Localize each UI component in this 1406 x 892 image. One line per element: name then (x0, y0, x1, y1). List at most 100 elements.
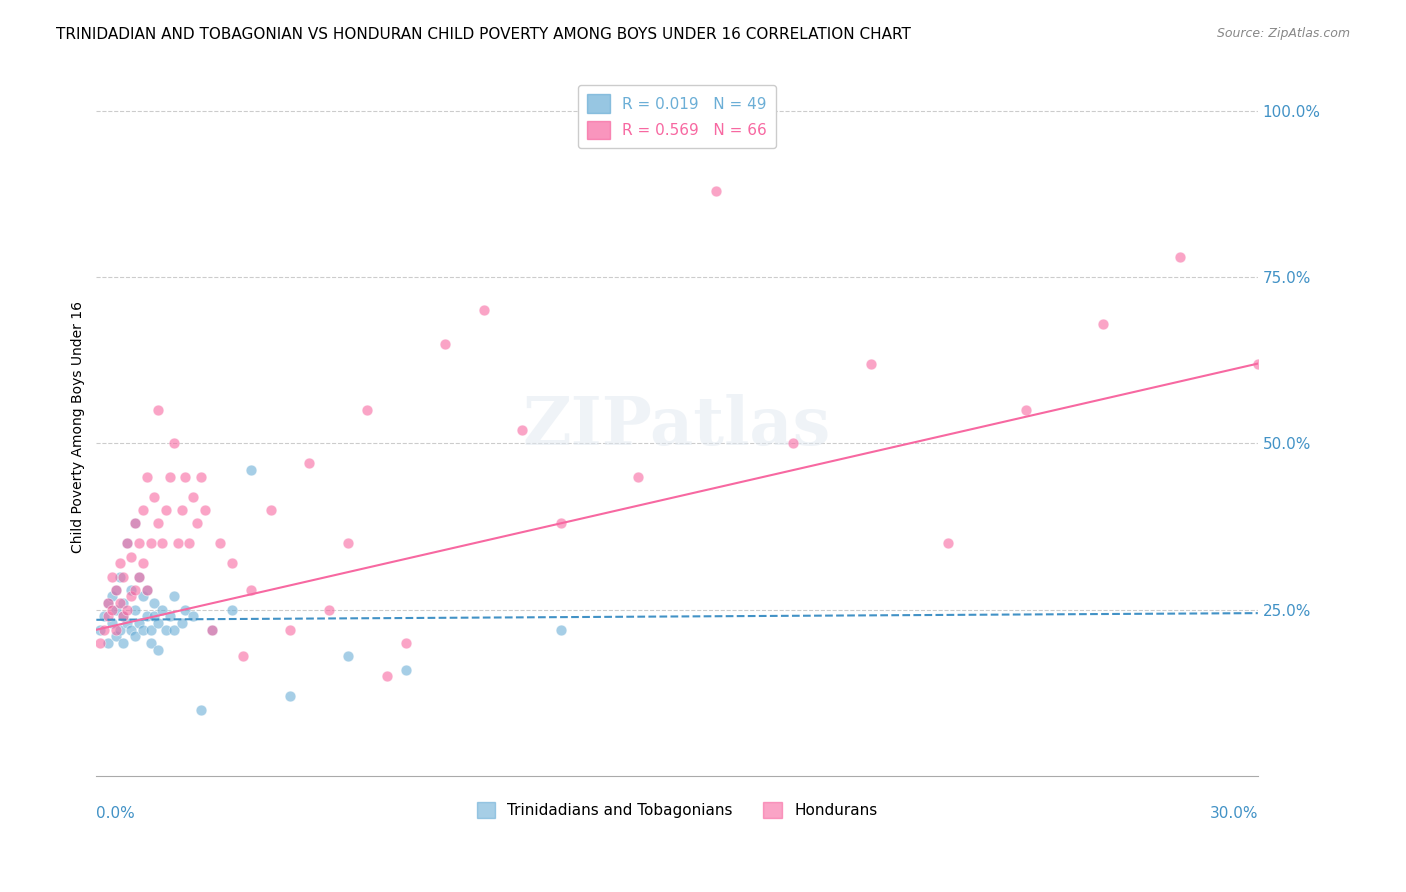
Point (190, 703, 212, 717)
Point (163, 590, 186, 604)
Point (135, 582, 157, 597)
Point (143, 609, 166, 624)
Point (139, 623, 162, 637)
Point (139, 536, 162, 550)
Point (97, 596, 120, 610)
Point (179, 536, 201, 550)
Point (101, 603, 124, 617)
Point (278, 690, 301, 704)
Point (124, 582, 146, 597)
Point (128, 616, 150, 631)
Point (135, 582, 157, 597)
Point (108, 623, 131, 637)
Point (117, 603, 139, 617)
Point (550, 516, 572, 531)
Point (148, 516, 170, 531)
Point (143, 596, 166, 610)
Point (337, 649, 360, 664)
Point (148, 403, 170, 417)
Point (132, 623, 155, 637)
Point (128, 536, 150, 550)
Point (155, 503, 177, 517)
Point (112, 569, 135, 583)
Point (104, 582, 127, 597)
Point (132, 556, 155, 570)
Point (1091, 317, 1114, 331)
Point (936, 536, 959, 550)
Point (298, 457, 321, 471)
Point (1014, 403, 1036, 417)
Point (627, 469, 650, 483)
Point (318, 603, 340, 617)
Point (101, 569, 124, 583)
Point (395, 636, 418, 650)
Point (181, 609, 204, 624)
Point (112, 609, 135, 624)
Point (135, 469, 157, 483)
Point (117, 536, 139, 550)
Point (337, 536, 360, 550)
Point (148, 616, 170, 631)
Point (108, 596, 131, 610)
Text: Source: ZipAtlas.com: Source: ZipAtlas.com (1216, 27, 1350, 40)
Point (170, 503, 193, 517)
Point (356, 403, 378, 417)
Text: ZIPatlas: ZIPatlas (523, 394, 831, 459)
Y-axis label: Child Poverty Among Boys Under 16: Child Poverty Among Boys Under 16 (72, 301, 86, 553)
Point (93, 609, 115, 624)
Point (97, 636, 120, 650)
Point (232, 649, 254, 664)
Point (89, 623, 111, 637)
Point (170, 616, 193, 631)
Point (120, 582, 142, 597)
Point (120, 623, 142, 637)
Point (104, 629, 127, 643)
Point (240, 582, 263, 597)
Point (190, 469, 212, 483)
Point (143, 490, 166, 504)
Point (163, 623, 186, 637)
Point (1247, 357, 1270, 371)
Point (124, 629, 146, 643)
Point (159, 469, 181, 483)
Point (150, 603, 173, 617)
Point (128, 569, 150, 583)
Point (101, 590, 124, 604)
Point (472, 303, 495, 318)
Point (124, 516, 146, 531)
Point (117, 536, 139, 550)
Point (135, 609, 157, 624)
Point (155, 623, 177, 637)
Point (124, 603, 146, 617)
Point (221, 603, 243, 617)
Point (132, 503, 155, 517)
Point (181, 490, 204, 504)
Point (108, 569, 131, 583)
Point (1170, 250, 1192, 264)
Point (782, 436, 804, 450)
Point (132, 590, 155, 604)
Point (201, 623, 224, 637)
Point (89, 636, 111, 650)
Point (150, 536, 173, 550)
Point (108, 556, 131, 570)
Point (159, 609, 181, 624)
Point (859, 357, 882, 371)
Point (510, 423, 533, 437)
Point (375, 669, 398, 683)
Point (163, 436, 186, 450)
Point (120, 590, 142, 604)
Point (278, 623, 301, 637)
Text: TRINIDADIAN AND TOBAGONIAN VS HONDURAN CHILD POVERTY AMONG BOYS UNDER 16 CORRELA: TRINIDADIAN AND TOBAGONIAN VS HONDURAN C… (56, 27, 911, 42)
Point (112, 609, 135, 624)
Point (148, 642, 170, 657)
Point (240, 463, 263, 477)
Text: 30.0%: 30.0% (1209, 806, 1258, 822)
Point (550, 623, 572, 637)
Point (259, 503, 281, 517)
Point (124, 516, 146, 531)
Point (93, 623, 115, 637)
Point (433, 336, 456, 351)
Point (104, 603, 127, 617)
Point (194, 503, 217, 517)
